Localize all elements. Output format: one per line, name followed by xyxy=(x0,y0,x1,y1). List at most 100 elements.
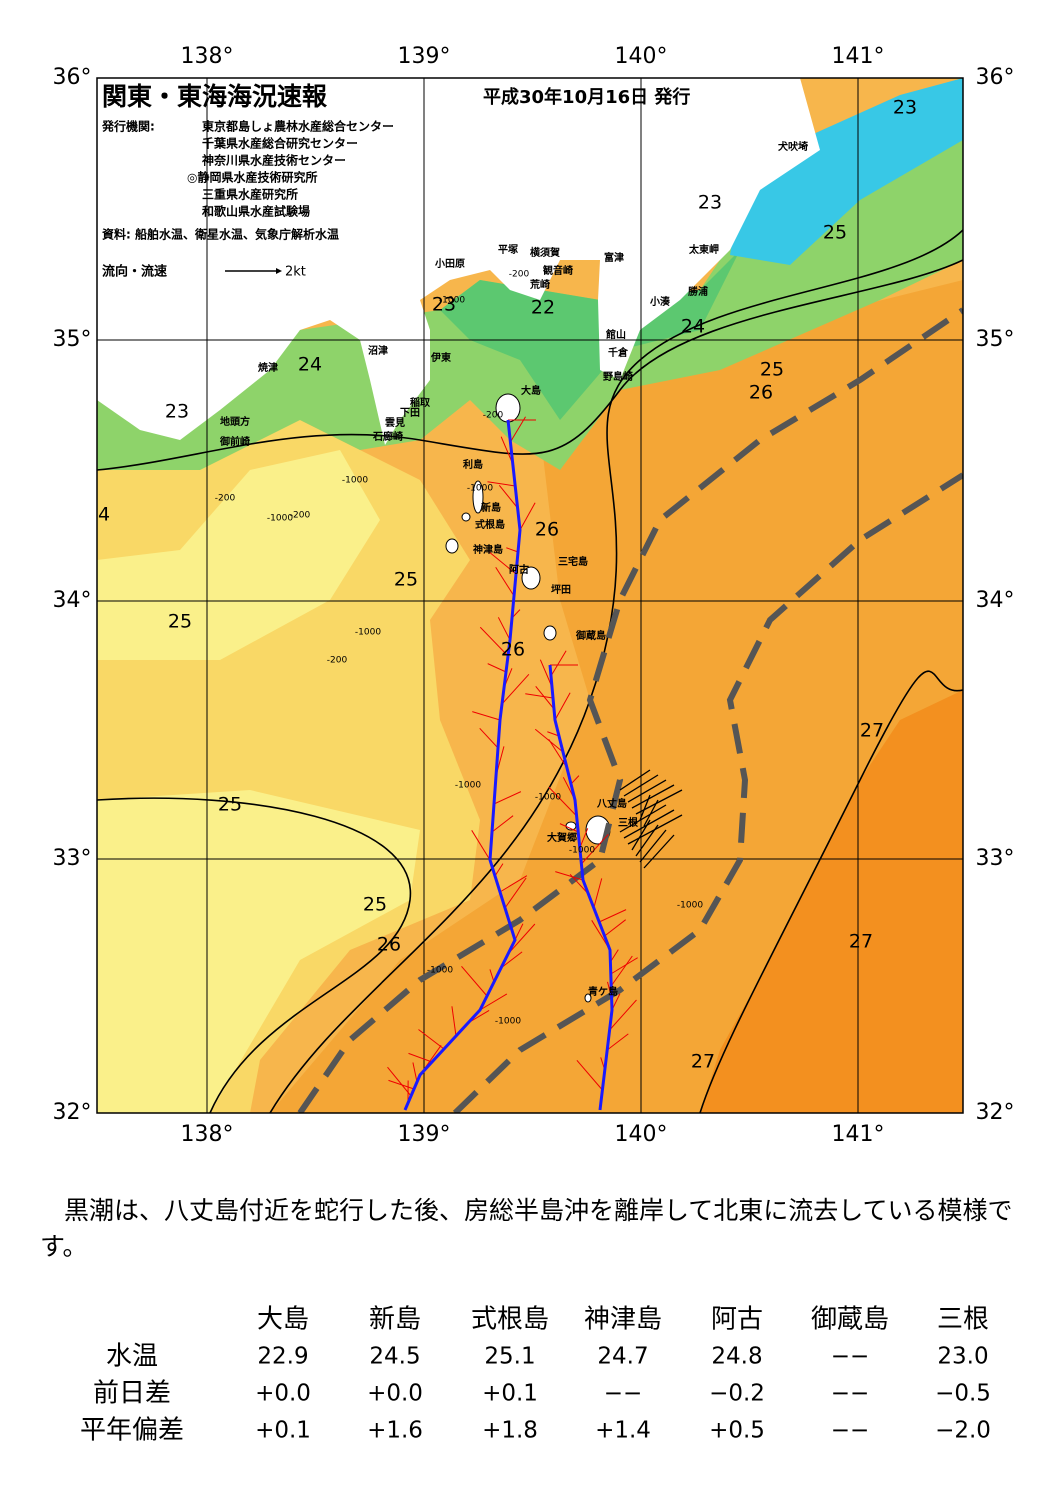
flow-vector xyxy=(548,786,577,817)
island xyxy=(461,512,471,522)
isotherm-label: 27 xyxy=(860,720,884,742)
place-label: 小田原 xyxy=(434,257,465,270)
isotherm-label: 4 xyxy=(98,504,110,526)
map-frame xyxy=(96,77,964,1114)
place-label: 石廊崎 xyxy=(372,430,403,443)
flow-vector xyxy=(514,923,524,941)
zone-27 xyxy=(700,690,963,1113)
island xyxy=(445,538,459,554)
zone-24 xyxy=(97,790,420,1113)
place-label: 三宅島 xyxy=(558,555,588,568)
issuer-label: 発行機関: xyxy=(101,119,155,134)
isotherm-label: 26 xyxy=(377,934,401,956)
flow-arrow xyxy=(639,829,667,863)
lon-label: 140° xyxy=(615,44,668,69)
depth-label: -1000 xyxy=(467,484,493,494)
isotherm-label: 25 xyxy=(823,222,847,244)
place-label: 館山 xyxy=(605,328,626,341)
lat-label: 36° xyxy=(53,65,92,90)
table-cell: +1.6 xyxy=(367,1418,423,1444)
flow-vector xyxy=(581,833,609,865)
table-cell: −− xyxy=(831,1381,870,1407)
column-header: 三根 xyxy=(937,1305,989,1335)
isotherm xyxy=(269,229,963,1113)
place-label: 荒崎 xyxy=(529,278,550,291)
depth-label: -1000 xyxy=(677,901,703,911)
flow-vector xyxy=(525,693,554,699)
depth-label: -200 xyxy=(290,511,311,521)
flow-vector xyxy=(479,626,509,657)
depth-label: -1000 xyxy=(495,1017,521,1027)
depth-label: -1000 xyxy=(439,296,465,306)
place-label: 太東岬 xyxy=(688,243,719,256)
table-cell: 24.8 xyxy=(711,1344,762,1370)
flow-vector xyxy=(412,1062,418,1083)
flow-vector xyxy=(487,481,516,487)
flow-vector xyxy=(495,566,515,597)
place-label: 横須賀 xyxy=(530,246,560,259)
flow-vector xyxy=(550,650,567,677)
table-cell: +0.1 xyxy=(482,1381,538,1407)
flow-arrow xyxy=(643,834,675,869)
place-label: 焼津 xyxy=(258,361,278,374)
place-label: 大島 xyxy=(521,384,541,397)
isotherm-label: 25 xyxy=(218,794,242,816)
place-label: 千倉 xyxy=(608,346,629,359)
isotherm-label: 24 xyxy=(298,354,322,376)
zone-cold xyxy=(730,78,963,265)
lat-label: 34° xyxy=(976,588,1015,613)
table-cell: +1.8 xyxy=(482,1418,538,1444)
flow-legend: 流向・流速 xyxy=(102,264,167,280)
table-cell: −− xyxy=(831,1418,870,1444)
sea-layer xyxy=(97,78,963,1113)
column-header: 阿古 xyxy=(711,1305,763,1335)
lon-label: 141° xyxy=(832,1122,885,1147)
flow-vector xyxy=(610,957,638,975)
flow-vector xyxy=(555,871,584,881)
column-header: 新島 xyxy=(369,1305,421,1335)
place-label: 坪田 xyxy=(551,583,571,596)
flow-arrow xyxy=(623,809,675,839)
flow-arrow xyxy=(623,774,659,797)
table-cell: −− xyxy=(831,1344,870,1370)
flow-vector xyxy=(559,823,579,833)
kuroshio-axis xyxy=(452,472,963,1113)
flow-vector xyxy=(548,738,568,769)
place-label: 観音崎 xyxy=(543,264,573,277)
flow-vector xyxy=(609,999,637,1031)
isotherm-label: 23 xyxy=(165,401,189,423)
flow-vector xyxy=(506,547,519,553)
place-label: 伊東 xyxy=(430,351,451,364)
lat-label: 34° xyxy=(53,588,92,613)
column-header: 式根島 xyxy=(471,1305,549,1335)
place-label: 御蔵島 xyxy=(575,629,606,642)
flow-vector xyxy=(504,877,527,909)
column-header: 御蔵島 xyxy=(811,1305,889,1335)
flow-vector xyxy=(535,685,555,710)
ship-track xyxy=(548,664,614,1111)
island xyxy=(521,566,541,590)
flow-vector xyxy=(498,484,518,509)
flow-arrow xyxy=(643,799,659,827)
depth-label: -1000 xyxy=(427,966,453,976)
table-cell: 22.9 xyxy=(257,1344,308,1370)
flow-vector xyxy=(487,550,517,575)
issuer: ◎静岡県水産技術研究所 xyxy=(187,170,317,185)
island xyxy=(584,993,592,1003)
place-label: 小湊 xyxy=(649,295,671,308)
lat-label: 35° xyxy=(53,327,92,352)
lat-label: 32° xyxy=(53,1100,92,1125)
place-label: 下田 xyxy=(400,407,420,419)
issuer: 東京都島しょ農林水産総合センター xyxy=(202,119,394,134)
flow-vector xyxy=(593,878,603,909)
flow-vector xyxy=(579,828,589,849)
table-cell: 23.0 xyxy=(937,1344,988,1370)
isotherm xyxy=(97,259,963,471)
isotherm-label: 23 xyxy=(698,192,722,214)
isotherm-label: 25 xyxy=(394,569,418,591)
data-source: 資料: 船舶水温、衛星水温、気象庁解析水温 xyxy=(102,227,339,242)
lon-label: 138° xyxy=(181,44,234,69)
table-cell: −0.5 xyxy=(935,1381,991,1407)
